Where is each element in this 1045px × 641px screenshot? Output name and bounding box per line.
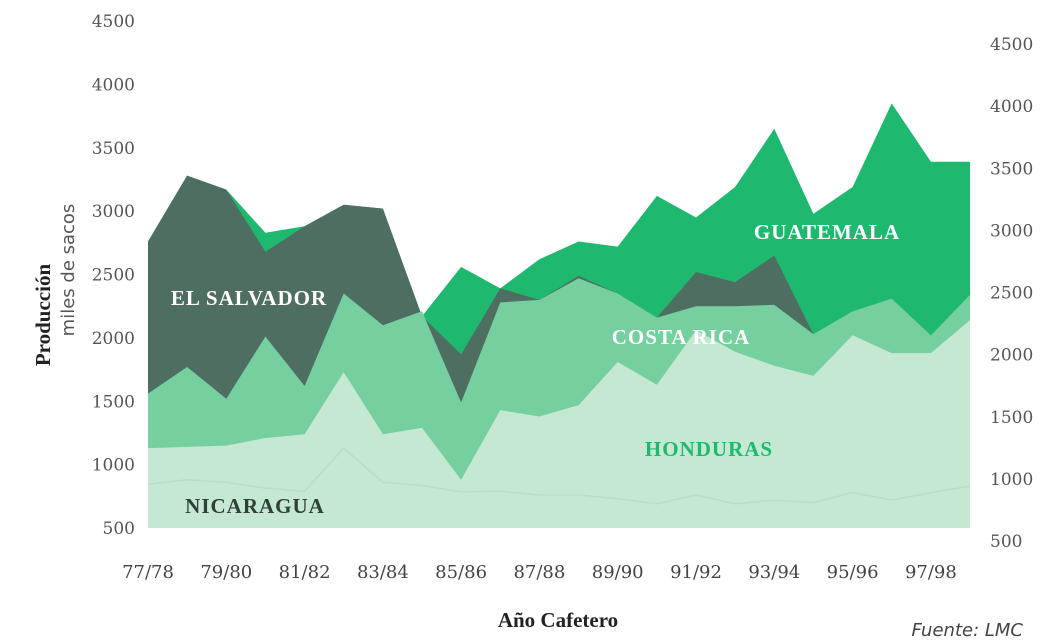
el-salvador-label: EL SALVADOR [171, 286, 327, 310]
x-tick-label: 95/96 [827, 562, 879, 583]
right-tick-label: 2000 [990, 346, 1033, 366]
guatemala-label: GUATEMALA [754, 220, 900, 244]
area-series-group [148, 103, 970, 529]
y-axis-title: Producción [31, 264, 55, 367]
x-axis-title: Año Cafetero [498, 608, 618, 632]
left-tick-label: 2500 [92, 266, 135, 286]
right-tick-label: 4500 [990, 35, 1033, 55]
left-tick-label: 500 [103, 519, 135, 539]
costa-rica-label: COSTA RICA [612, 325, 751, 349]
nicaragua-top-line [147, 447, 971, 505]
nicaragua-boundary-line [147, 447, 971, 505]
x-tick-label: 91/92 [670, 562, 722, 583]
right-tick-label: 1000 [990, 470, 1033, 490]
source-note: Fuente: LMC [911, 620, 1023, 641]
right-tick-label: 1500 [990, 408, 1033, 428]
right-axis-ticks: 4500 4000 3500 3000 2500 2000 1500 1000 500 [990, 35, 1033, 552]
right-tick-label: 3500 [990, 159, 1033, 179]
left-tick-label: 3000 [92, 202, 135, 222]
right-tick-label: 3000 [990, 221, 1033, 241]
x-tick-label: 85/86 [435, 562, 487, 583]
x-axis-ticks: 77/78 79/80 81/82 83/84 85/86 87/88 89/90 91/92… [122, 562, 957, 583]
left-axis-ticks: 4500 4000 3500 3000 2500 2000 1500 1000 500 [92, 12, 135, 539]
x-tick-label: 93/94 [748, 562, 800, 583]
x-tick-label: 79/80 [200, 562, 252, 583]
y-axis-subtitle: miles de sacos [58, 204, 79, 337]
honduras-label: HONDURAS [645, 437, 773, 461]
x-tick-label: 87/88 [513, 562, 565, 583]
x-tick-label: 81/82 [279, 562, 331, 583]
honduras-area [148, 320, 970, 528]
right-tick-label: 4000 [990, 97, 1033, 117]
right-tick-label: 500 [990, 532, 1022, 552]
right-tick-label: 2500 [990, 284, 1033, 304]
left-tick-label: 4000 [92, 75, 135, 95]
left-tick-label: 3500 [92, 139, 135, 159]
left-tick-label: 4500 [92, 12, 135, 32]
x-tick-label: 97/98 [905, 562, 957, 583]
left-tick-label: 1000 [92, 456, 135, 476]
x-tick-label: 89/90 [592, 562, 644, 583]
x-tick-label: 77/78 [122, 562, 174, 583]
nicaragua-label: NICARAGUA [185, 494, 325, 518]
left-tick-label: 2000 [92, 329, 135, 349]
x-tick-label: 83/84 [357, 562, 409, 583]
left-tick-label: 1500 [92, 392, 135, 412]
